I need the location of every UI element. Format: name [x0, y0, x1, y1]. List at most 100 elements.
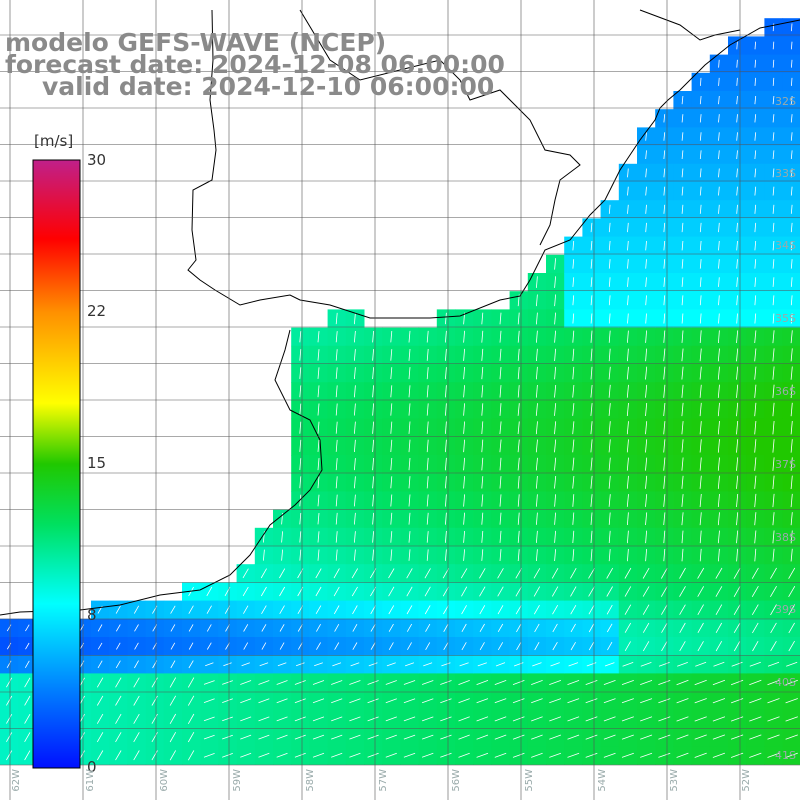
wind-arrow — [681, 512, 684, 526]
wind-arrow — [445, 330, 447, 343]
wind-arrow — [712, 698, 726, 704]
wind-arrow — [390, 330, 393, 343]
wind-arrow — [222, 734, 233, 740]
wind-arrow — [170, 605, 176, 614]
wind-arrow — [349, 734, 361, 740]
wind-arrow — [660, 586, 668, 597]
wind-arrow — [494, 734, 507, 740]
wind-arrow — [624, 641, 631, 651]
wind-arrow — [699, 493, 702, 508]
wind-arrow — [699, 548, 702, 562]
wind-arrow — [531, 752, 543, 758]
wind-arrow — [754, 493, 757, 508]
wind-arrow — [463, 421, 465, 434]
wind-arrow — [772, 204, 775, 214]
wind-arrow — [645, 457, 648, 471]
wind-arrow — [517, 512, 520, 525]
wind-arrow — [299, 476, 302, 489]
wind-arrow — [627, 530, 629, 544]
wind-arrow — [681, 168, 684, 178]
wind-arrow — [349, 698, 361, 704]
wind-arrow — [754, 222, 757, 233]
wind-arrow — [517, 457, 520, 471]
wind-arrow — [551, 568, 559, 579]
wind-arrow — [515, 605, 522, 615]
wind-arrow — [570, 604, 577, 615]
wind-arrow — [730, 679, 744, 686]
wind-arrow — [767, 752, 780, 758]
wind-arrow — [479, 623, 485, 633]
wind-arrow — [259, 662, 269, 667]
wind-arrow — [588, 623, 595, 633]
wind-arrow — [331, 752, 343, 758]
wind-arrow — [445, 439, 447, 453]
wind-arrow — [243, 624, 249, 632]
wind-arrow — [754, 384, 757, 398]
wind-arrow — [554, 457, 557, 471]
wind-arrow — [754, 41, 756, 50]
wind-arrow — [772, 330, 775, 344]
wind-arrow — [718, 204, 720, 214]
wind-arrow — [572, 421, 575, 435]
lat-label: 35S — [775, 312, 796, 325]
wind-arrow — [497, 642, 504, 651]
lon-label: 57W — [378, 769, 389, 792]
wind-arrow — [790, 439, 793, 453]
lat-label: 33S — [775, 167, 796, 180]
wind-arrow — [390, 403, 393, 416]
wind-arrow — [425, 623, 431, 632]
wind-arrow — [133, 677, 140, 688]
wind-arrow — [627, 348, 629, 362]
wind-arrow — [499, 530, 502, 543]
wind-arrow — [499, 421, 502, 435]
wind-arrow — [316, 642, 321, 650]
wind-arrow — [785, 752, 798, 758]
wind-arrow — [515, 568, 522, 579]
wind-arrow — [718, 548, 720, 562]
wind-arrow — [590, 384, 593, 398]
wind-arrow — [426, 494, 429, 507]
wind-arrow — [388, 642, 394, 650]
wind-arrow — [97, 624, 103, 632]
wind-arrow — [681, 439, 684, 453]
wind-arrow — [499, 330, 502, 343]
wind-arrow — [736, 384, 739, 398]
wind-arrow — [151, 732, 158, 743]
wind-arrow — [567, 716, 580, 722]
wind-arrow — [572, 277, 575, 287]
lon-label: 54W — [597, 769, 608, 792]
wind-arrow — [645, 132, 647, 141]
wind-arrow — [463, 403, 465, 416]
wind-arrow — [385, 734, 397, 740]
wind-arrow — [445, 385, 447, 398]
wind-arrow — [790, 512, 793, 526]
wind-arrow — [736, 313, 738, 324]
wind-arrow — [681, 421, 684, 435]
wind-arrow — [679, 604, 686, 615]
wind-arrow — [754, 240, 757, 251]
wind-arrow — [188, 660, 194, 669]
wind-arrow — [572, 475, 575, 489]
wind-arrow — [730, 752, 744, 758]
wind-arrow — [772, 512, 775, 526]
wind-arrow — [187, 695, 195, 706]
wind-arrow — [608, 439, 611, 453]
wind-arrow — [733, 641, 741, 652]
wind-arrow — [790, 457, 793, 471]
wind-arrow — [645, 313, 647, 324]
wind-arrow — [116, 642, 121, 650]
wind-arrow — [754, 420, 757, 435]
wind-arrow — [567, 752, 580, 758]
wind-arrow — [499, 348, 502, 361]
wind-arrow — [445, 457, 447, 471]
wind-arrow — [621, 752, 634, 758]
wind-arrow — [531, 698, 543, 704]
wind-arrow — [570, 586, 577, 597]
wind-arrow — [276, 752, 288, 758]
wind-arrow — [317, 476, 320, 489]
wind-arrow — [440, 680, 452, 685]
wind-arrow — [516, 623, 522, 633]
wind-arrow — [679, 567, 686, 579]
wind-arrow — [586, 662, 597, 667]
wind-arrow — [354, 349, 356, 361]
